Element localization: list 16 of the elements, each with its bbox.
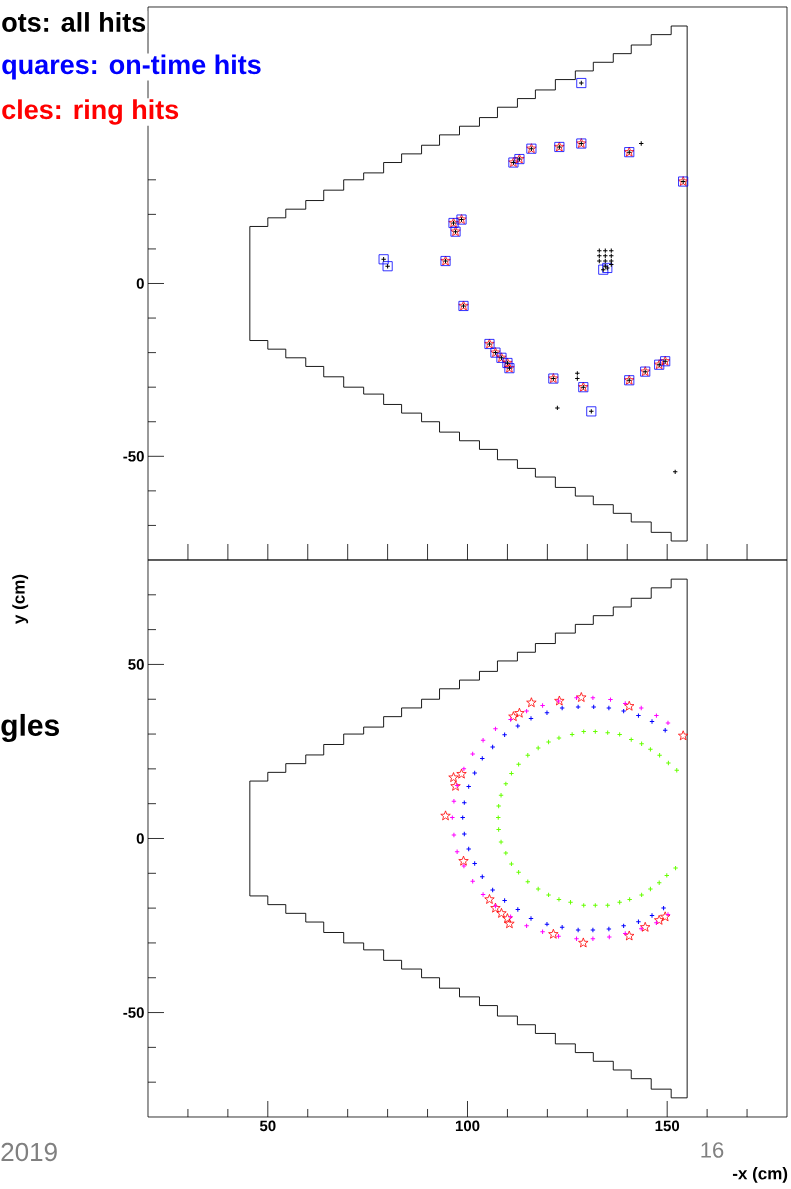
x-axis-title: -x (cm) [732,1167,788,1183]
y-tick-label: 0 [136,278,144,289]
text: quares: on-time hits [2,54,261,80]
x-tick-label: 50 [259,1120,276,1132]
text: gles [1,713,59,743]
x-tick-label: 150 [655,1120,680,1132]
y-tick-label: 0 [136,833,144,844]
text: 16 [701,1142,724,1158]
text: cles: ring hits [2,99,179,125]
y-tick-label: -50 [123,1007,144,1018]
y-tick-label: -50 [123,450,144,462]
y-axis-title: y (cm) [12,574,29,624]
x-tick-label: 100 [455,1120,480,1132]
y-tick-label: 50 [128,659,144,670]
text: 2019 [1,1142,57,1162]
text: ots: all hits [2,12,146,32]
